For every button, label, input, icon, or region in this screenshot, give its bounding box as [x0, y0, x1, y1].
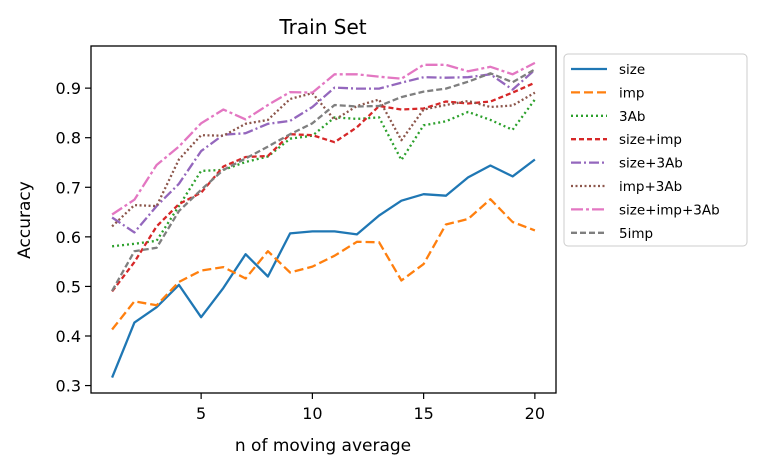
series-line-3ab	[111, 98, 536, 248]
series-layer	[111, 61, 536, 379]
y-tick-label: 0.7	[56, 178, 81, 197]
y-tick-label: 0.6	[56, 228, 81, 247]
legend-label: size	[619, 62, 645, 78]
legend-label: size+3Ab	[619, 156, 683, 172]
legend-label: imp	[619, 85, 644, 101]
x-tick-label: 10	[302, 404, 322, 423]
legend-label: size+imp	[619, 132, 682, 148]
series-line-5imp	[111, 68, 536, 292]
legend: size imp 3Ab size+imp size+3Ab imp+3Ab size+im…	[563, 53, 748, 247]
y-tick-label: 0.5	[56, 277, 81, 296]
series-line-size-imp	[111, 81, 536, 293]
legend-label: imp+3Ab	[619, 179, 682, 195]
series-line-size-imp-3ab	[111, 61, 536, 216]
y-axis-title: Accuracy	[15, 181, 35, 259]
y-tick-label: 0.9	[56, 79, 81, 98]
x-tick-label: 5	[196, 404, 206, 423]
ticks-layer: 5 10 15 20 0.3 0.4 0.5 0.6 0.7 0.8 0.9	[56, 79, 545, 423]
y-tick-label: 0.4	[56, 327, 81, 346]
x-tick-label: 20	[525, 404, 545, 423]
y-tick-label: 0.8	[56, 129, 81, 148]
series-line-size-3ab	[111, 68, 536, 234]
x-axis-title: n of moving average	[235, 436, 411, 456]
legend-label: 5imp	[619, 226, 653, 242]
series-line-size	[111, 158, 536, 379]
plot-frame	[90, 45, 557, 394]
legend-label: 3Ab	[619, 109, 645, 125]
y-tick-label: 0.3	[56, 377, 81, 396]
chart-title: Train Set	[278, 15, 366, 39]
legend-label: size+imp+3Ab	[619, 202, 720, 218]
x-tick-label: 15	[413, 404, 433, 423]
legend-box	[563, 53, 748, 247]
series-line-imp	[111, 198, 536, 331]
